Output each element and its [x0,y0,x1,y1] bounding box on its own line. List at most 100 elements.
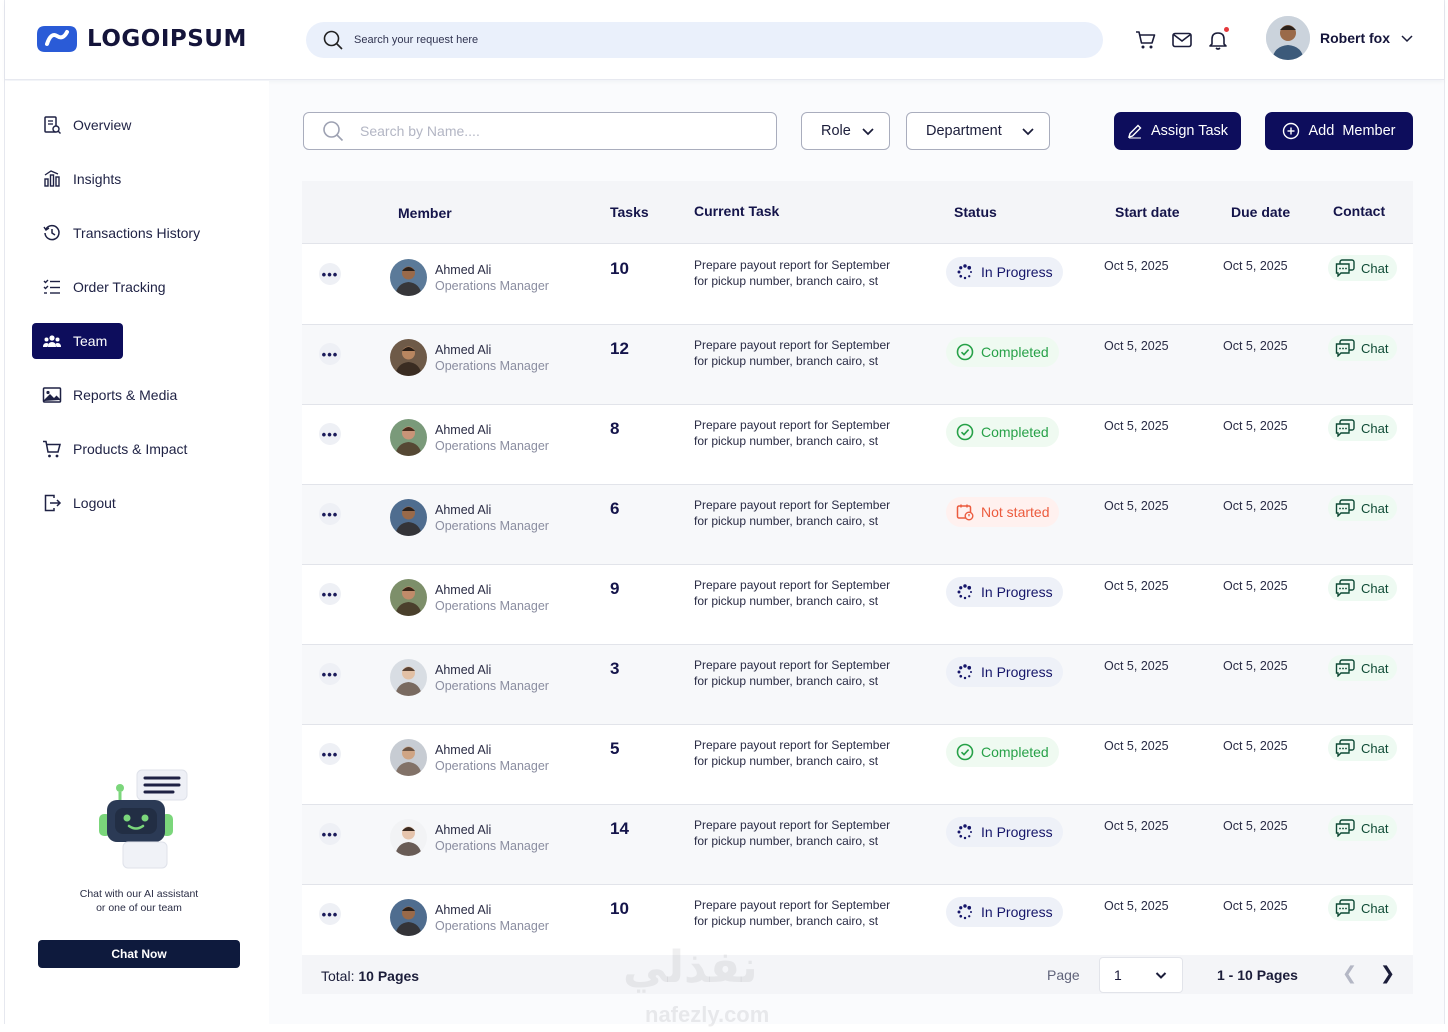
start-date: Oct 5, 2025 [1104,259,1169,273]
row-actions-button[interactable]: ••• [319,263,341,285]
department-dropdown[interactable]: Department [906,112,1050,150]
member-role: Operations Manager [435,279,549,293]
chat-button[interactable]: Chat [1328,735,1398,761]
next-page-icon[interactable]: ❯ [1380,963,1396,983]
member-name: Ahmed Ali [435,663,492,677]
col-start-date[interactable]: Start date [1115,204,1180,220]
watermark-url: nafezly.com [645,1002,770,1027]
role-dropdown[interactable]: Role [801,112,890,150]
row-actions-button[interactable]: ••• [319,343,341,365]
status-label: Not started [981,504,1050,520]
chat-button[interactable]: Chat [1328,575,1398,601]
sidebar-item-reports-media[interactable]: Reports & Media [32,377,232,413]
sidebar-item-products-impact[interactable]: Products & Impact [32,431,232,467]
sidebar-item-insights[interactable]: Insights [32,161,232,197]
page-select-value: 1 [1114,967,1122,983]
sidebar-item-label: Team [73,333,108,349]
col-current-task[interactable]: Current Task [694,203,780,219]
total-pages: Total: 10 Pages [321,968,420,984]
start-date: Oct 5, 2025 [1104,659,1169,673]
current-task: Prepare payout report for September for … [694,818,891,848]
avatar [390,419,427,456]
status-badge: Completed [946,737,1059,767]
loading-spinner-icon [957,264,972,280]
name-search-input[interactable]: Search by Name.... [303,112,777,150]
avatar [390,659,427,696]
chat-button[interactable]: Chat [1328,655,1398,681]
col-contact[interactable]: Contact [1333,203,1386,219]
table-footer: Total: 10 Pages Page 1 1 - 10 Pages ❮ ❯ [302,955,1413,994]
col-tasks[interactable]: Tasks [610,204,649,220]
chat-button[interactable]: Chat [1328,335,1398,361]
chat-button[interactable]: Chat [1328,895,1398,921]
notification-bell[interactable] [1207,27,1229,51]
status-label: In Progress [981,904,1053,920]
pencil-icon [1127,124,1142,139]
chat-button[interactable]: Chat [1328,415,1398,441]
sidebar-item-label: Overview [73,117,132,133]
chat-label: Chat [1361,340,1389,356]
chat-label: Chat [1361,900,1389,916]
row-actions-button[interactable]: ••• [319,503,341,525]
col-member[interactable]: Member [398,205,452,221]
sidebar-item-transactions-history[interactable]: Transactions History [32,215,232,251]
logo[interactable]: LOGOIPSUM [35,22,247,56]
more-horizontal-icon: ••• [321,586,339,602]
logo-mark-icon [37,26,77,52]
sidebar-item-overview[interactable]: Overview [32,107,232,143]
chat-button[interactable]: Chat [1328,255,1398,281]
member-role: Operations Manager [435,439,549,453]
chat-button[interactable]: Chat [1328,815,1398,841]
sidebar-item-team[interactable]: Team [32,323,123,359]
member-name: Ahmed Ali [435,583,492,597]
row-actions-button[interactable]: ••• [319,663,341,685]
sidebar-item-logout[interactable]: Logout [32,485,232,521]
row-actions-button[interactable]: ••• [319,903,341,925]
member-name: Ahmed Ali [435,743,492,757]
row-actions-button[interactable]: ••• [319,583,341,605]
more-horizontal-icon: ••• [321,746,339,762]
app-frame: LOGOIPSUM Search your request here [4,0,1445,1027]
table-header: Member Tasks Current Task Status Start d… [302,181,1413,244]
more-horizontal-icon: ••• [321,906,339,922]
member-name: Ahmed Ali [435,903,492,917]
search-icon [323,121,344,142]
chat-button[interactable]: Chat [1328,495,1398,521]
cart-icon[interactable] [1135,29,1157,51]
current-task: Prepare payout report for September for … [694,338,891,368]
col-due-date[interactable]: Due date [1231,204,1291,220]
page-select[interactable]: 1 [1099,957,1183,993]
current-task: Prepare payout report for September for … [694,658,891,688]
due-date: Oct 5, 2025 [1223,499,1288,513]
prev-page-icon[interactable]: ❮ [1342,963,1358,983]
status-badge: In Progress [946,577,1063,607]
mail-icon[interactable] [1171,29,1193,51]
table-row: ••• Ahmed Ali Operations Manager 5 Prepare p… [302,725,1413,805]
sidebar-item-label: Transactions History [73,225,201,241]
chat-bubble-icon [1335,819,1355,837]
current-task: Prepare payout report for September for … [694,578,891,608]
sidebar-item-label: Order Tracking [73,279,166,295]
row-actions-button[interactable]: ••• [319,423,341,445]
bell-icon [1209,32,1227,50]
chat-now-button[interactable]: Chat Now [38,940,240,968]
sidebar-item-order-tracking[interactable]: Order Tracking [32,269,232,305]
status-badge: In Progress [946,257,1063,287]
col-status[interactable]: Status [954,204,997,220]
add-member-button[interactable]: Add Member [1265,112,1413,150]
assistant-text: Chat with our AI assistant or one of our… [79,888,199,914]
chevron-down-icon [1022,128,1034,136]
loading-spinner-icon [957,664,972,680]
due-date: Oct 5, 2025 [1223,419,1288,433]
chat-bubble-icon [1335,899,1355,917]
chat-label: Chat [1361,660,1389,676]
row-actions-button[interactable]: ••• [319,823,341,845]
row-actions-button[interactable]: ••• [319,743,341,765]
user-menu[interactable]: Robert fox [1266,16,1414,60]
global-search-input[interactable]: Search your request here [306,22,1103,58]
search-icon [323,30,343,50]
loading-spinner-icon [957,904,972,920]
plus-circle-icon [1283,122,1300,140]
assign-task-button[interactable]: Assign Task [1114,112,1241,150]
sidebar-item-label: Logout [73,495,116,511]
